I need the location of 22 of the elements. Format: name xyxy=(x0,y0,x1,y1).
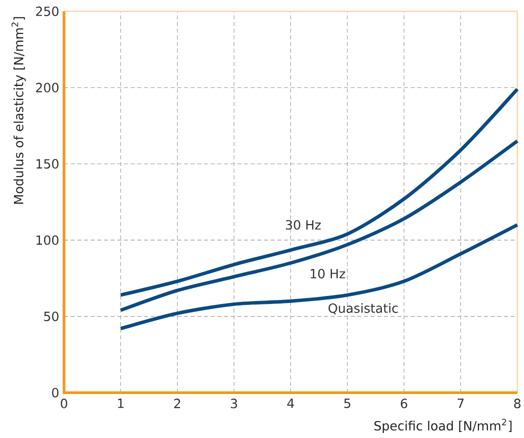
line-series xyxy=(118,139,520,312)
y-tick-label: 250 xyxy=(36,6,58,16)
x-tick-label: 5 xyxy=(344,398,350,408)
series-label: Quasistatic xyxy=(328,303,398,314)
x-tick-label: 8 xyxy=(514,398,520,408)
series-label: 10 Hz xyxy=(310,268,346,278)
y-tick-label: 100 xyxy=(36,235,58,245)
line-series xyxy=(118,87,520,297)
x-tick-label: 3 xyxy=(230,398,238,408)
y-tick-label: 0 xyxy=(52,388,58,398)
x-axis-title: Specific load [N/mm$^{2}$] xyxy=(374,418,512,434)
x-tick-label: 7 xyxy=(458,398,464,408)
x-tick-label: 6 xyxy=(400,398,408,408)
x-tick-label: 0 xyxy=(60,398,68,408)
y-tick-label: 50 xyxy=(44,312,58,322)
x-tick-label: 1 xyxy=(118,398,124,408)
series-label: 30 Hz xyxy=(286,220,321,230)
x-tick-label: 4 xyxy=(287,398,294,408)
x-tick-label: 2 xyxy=(174,398,180,408)
y-tick-label: 150 xyxy=(36,159,58,169)
y-axis-title: Modulus of elasticity [N/mm$^{2}$] xyxy=(12,17,26,204)
y-tick-label: 200 xyxy=(36,82,58,92)
